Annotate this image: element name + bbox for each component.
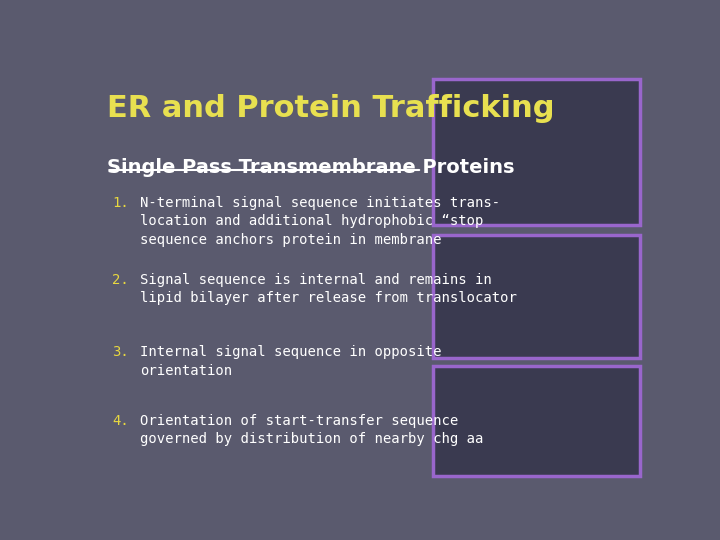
Text: ER and Protein Trafficking: ER and Protein Trafficking (107, 94, 554, 123)
Bar (433, 366, 639, 476)
Text: Single Pass Transmembrane Proteins: Single Pass Transmembrane Proteins (107, 158, 514, 177)
Text: 2.: 2. (112, 273, 129, 287)
Bar (433, 235, 639, 358)
Bar (433, 79, 639, 225)
Text: Internal signal sequence in opposite
orientation: Internal signal sequence in opposite ori… (140, 346, 442, 378)
Text: 3.: 3. (112, 346, 129, 360)
Text: N-terminal signal sequence initiates trans-
location and additional hydrophobic : N-terminal signal sequence initiates tra… (140, 196, 500, 247)
Text: 1.: 1. (112, 196, 129, 210)
Text: Orientation of start-transfer sequence
governed by distribution of nearby chg aa: Orientation of start-transfer sequence g… (140, 414, 484, 447)
Text: Signal sequence is internal and remains in
lipid bilayer after release from tran: Signal sequence is internal and remains … (140, 273, 517, 305)
Text: 4.: 4. (112, 414, 129, 428)
